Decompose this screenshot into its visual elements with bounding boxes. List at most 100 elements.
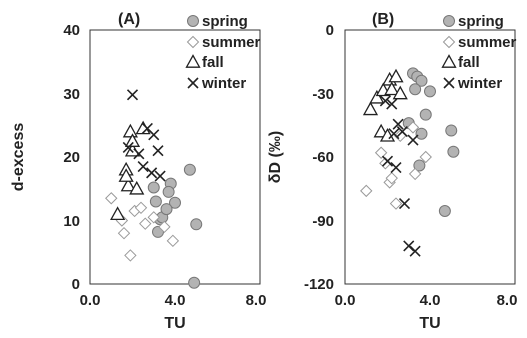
- point-b-spring-4: [424, 85, 436, 98]
- legend-marker-a-fall: [185, 54, 201, 68]
- point-a-spring-5: [147, 181, 160, 194]
- point-a-summer-6: [158, 220, 171, 234]
- x-axis-label-a: TU: [164, 315, 185, 332]
- point-a-spring-9: [160, 203, 173, 216]
- x-tick-a-2: 8.0: [246, 292, 267, 309]
- point-b-spring-5: [419, 108, 432, 121]
- point-a-winter-6: [154, 170, 166, 182]
- y-tick-a-4: 40: [63, 22, 80, 39]
- point-b-spring-11: [438, 204, 451, 217]
- y-axis-label-b: δD (‰): [267, 131, 284, 183]
- legend-symbol-b-summer: [442, 35, 456, 49]
- point-a-winter-8: [122, 141, 134, 154]
- plot-area-a: [89, 29, 261, 285]
- point-b-winter-0: [379, 95, 391, 107]
- point-b-fall-4: [388, 68, 404, 83]
- point-b-winter-7: [398, 198, 411, 210]
- point-b-summer-9: [406, 121, 420, 134]
- point-b-spring-8: [445, 124, 458, 137]
- y-tick-a-0: 0: [72, 276, 80, 293]
- legend-b: spring summer fall winter: [441, 13, 517, 92]
- y-tick-a-3: 30: [63, 86, 80, 103]
- point-b-winter-1: [386, 98, 398, 110]
- x-tick-b-1: 4.0: [420, 292, 441, 309]
- point-a-summer-1: [124, 249, 137, 262]
- legend-label-a-fall: fall: [202, 54, 224, 71]
- point-a-fall-5: [129, 180, 145, 195]
- y-axis-label-a: d-excess: [10, 123, 27, 192]
- legend-symbol-a-fall: [185, 54, 201, 68]
- point-a-spring-6: [169, 196, 181, 209]
- panel-a: (A) 0.0 4.0 8.0 0 10 20 30 40 TU d-exces…: [10, 11, 266, 332]
- point-a-spring-11: [149, 195, 162, 208]
- point-a-winter-7: [146, 167, 158, 179]
- point-b-summer-7: [385, 171, 398, 185]
- legend-symbol-b-spring: [443, 15, 455, 27]
- point-a-summer-8: [134, 201, 148, 215]
- point-b-winter-6: [390, 162, 402, 174]
- point-b-fall-7: [379, 127, 396, 142]
- point-b-winter-2: [388, 128, 400, 140]
- point-a-summer-5: [147, 211, 160, 224]
- point-a-spring-7: [183, 163, 196, 176]
- panel-label-b: (B): [372, 11, 394, 28]
- point-a-winter-5: [152, 145, 164, 157]
- point-b-winter-9: [409, 245, 421, 257]
- x-tick-a-0: 0.0: [80, 292, 101, 309]
- point-a-summer-4: [139, 217, 152, 230]
- x-axis-label-b: TU: [419, 315, 440, 332]
- x-tick-a-1: 4.0: [165, 292, 186, 309]
- legend-marker-b-winter: [443, 77, 455, 89]
- point-a-fall-2: [122, 123, 138, 138]
- point-b-fall-0: [362, 101, 379, 116]
- legend-label-b-summer: summer: [458, 34, 517, 51]
- point-a-summer-7: [166, 234, 180, 248]
- point-b-summer-1: [374, 146, 388, 159]
- point-a-spring-4: [162, 185, 175, 198]
- point-b-spring-9: [447, 145, 460, 158]
- point-a-summer-0: [105, 192, 118, 205]
- marks-a: [105, 89, 203, 289]
- point-a-fall-0: [110, 206, 126, 221]
- legend-symbol-b-winter: [443, 77, 455, 89]
- legend-a: spring summer fall winter: [185, 13, 261, 92]
- point-b-summer-0: [360, 184, 373, 198]
- legend-label-a-summer: summer: [202, 34, 261, 51]
- point-a-spring-8: [190, 218, 203, 231]
- legend-symbol-a-spring: [187, 15, 199, 27]
- point-a-fall-8: [118, 168, 134, 182]
- point-b-winter-5: [381, 155, 394, 167]
- y-tick-b-3: -90: [312, 213, 334, 230]
- point-b-fall-1: [369, 89, 385, 104]
- point-b-fall-5: [384, 81, 400, 96]
- y-tick-b-1: -30: [312, 86, 334, 103]
- point-b-winter-4: [396, 126, 408, 138]
- x-tick-b-2: 8.0: [497, 292, 518, 309]
- x-tick-b-0: 0.0: [335, 292, 356, 309]
- point-b-spring-7: [415, 127, 428, 140]
- y-tick-a-1: 10: [63, 213, 80, 230]
- point-b-summer-5: [408, 167, 422, 181]
- legend-label-a-winter: winter: [201, 75, 246, 92]
- point-b-spring-2: [415, 74, 428, 87]
- legend-symbol-a-winter: [187, 77, 199, 89]
- plot-area-b: [344, 29, 516, 285]
- legend-marker-b-fall: [441, 54, 457, 68]
- legend-label-a-spring: spring: [202, 13, 248, 30]
- point-b-spring-10: [413, 159, 426, 172]
- point-a-winter-1: [133, 148, 145, 160]
- point-b-fall-8: [392, 85, 408, 100]
- point-b-summer-4: [389, 197, 403, 210]
- y-tick-b-2: -60: [312, 149, 334, 166]
- legend-symbol-b-fall: [441, 54, 457, 68]
- panel-b: (B) 0.0 4.0 8.0 0 -30 -60 -90 -120 TU δD…: [267, 11, 517, 332]
- point-a-winter-0: [126, 89, 139, 101]
- legend-marker-a-winter: [187, 77, 199, 89]
- legend-label-b-spring: spring: [458, 13, 504, 30]
- point-a-spring-10: [188, 276, 201, 289]
- y-tick-b-4: -120: [304, 276, 334, 293]
- legend-marker-a-spring: [187, 15, 199, 27]
- y-tick-b-0: 0: [326, 22, 334, 39]
- marks-b: [360, 67, 460, 257]
